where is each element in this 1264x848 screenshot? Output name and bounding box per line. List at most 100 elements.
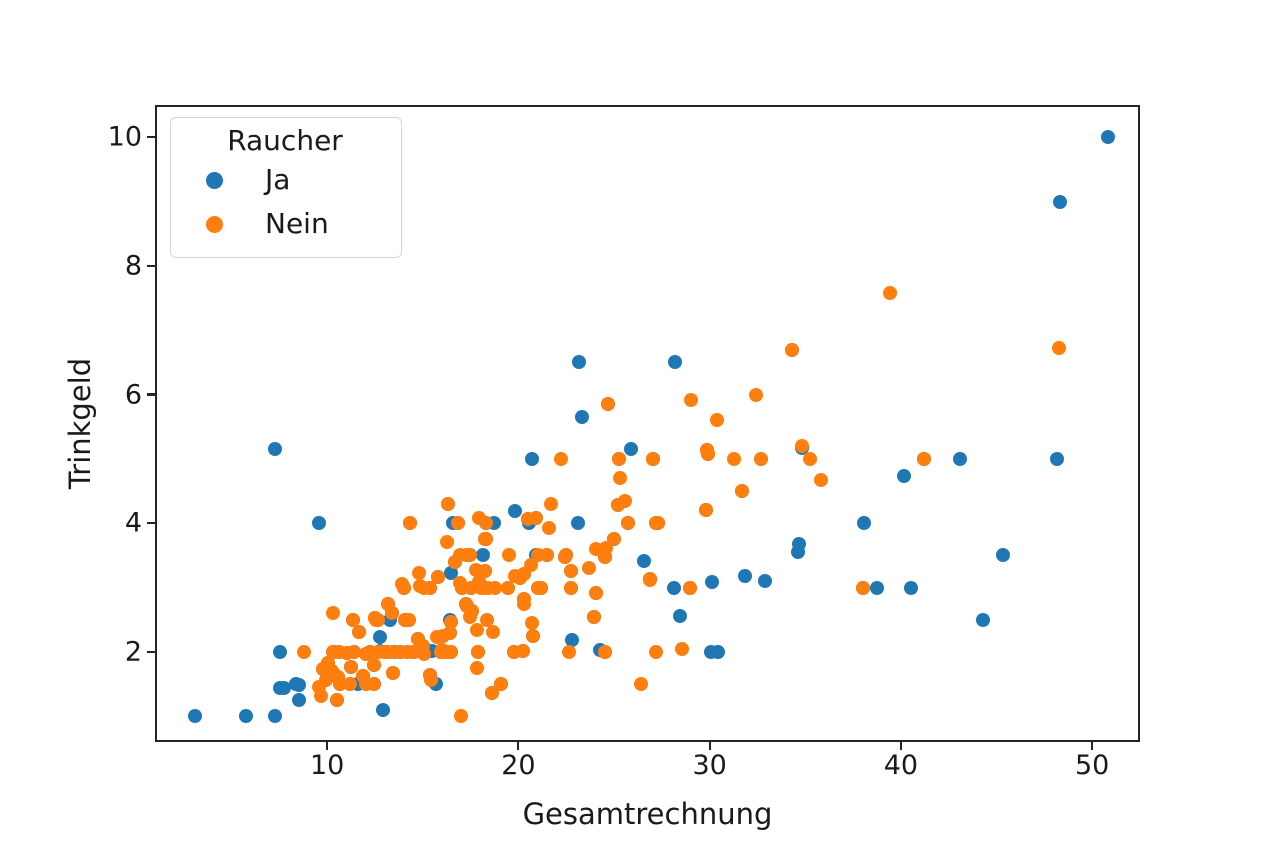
- data-point: [314, 688, 329, 703]
- x-axis-label: Gesamtrechnung: [522, 797, 773, 831]
- legend-item-ja[interactable]: Ja: [184, 158, 388, 202]
- data-point: [325, 606, 340, 621]
- legend-label-ja: Ja: [265, 163, 291, 197]
- data-point: [620, 516, 635, 531]
- x-tick-label: 40: [883, 750, 919, 781]
- data-point: [784, 342, 799, 357]
- data-point: [187, 709, 202, 724]
- data-point: [581, 560, 596, 575]
- data-point: [554, 451, 569, 466]
- data-point: [477, 531, 492, 546]
- data-point: [703, 644, 718, 659]
- data-point: [288, 677, 303, 692]
- data-point: [443, 625, 458, 640]
- data-point: [516, 591, 531, 606]
- data-point: [650, 516, 665, 531]
- data-point: [916, 451, 931, 466]
- data-point: [607, 532, 622, 547]
- data-point: [897, 469, 912, 484]
- data-point: [507, 644, 521, 659]
- data-point: [803, 451, 818, 466]
- y-axis-label: Trinkgeld: [63, 357, 97, 490]
- data-point: [540, 548, 555, 563]
- data-point: [557, 549, 572, 564]
- data-point: [485, 686, 500, 701]
- data-point: [450, 516, 465, 531]
- x-tick-mark: [899, 742, 902, 750]
- data-point: [564, 564, 578, 579]
- data-point: [342, 677, 357, 692]
- data-point: [501, 547, 516, 562]
- data-point: [705, 574, 720, 589]
- data-point: [384, 605, 399, 620]
- data-point: [512, 570, 527, 585]
- data-point: [646, 451, 661, 466]
- data-point: [996, 548, 1011, 563]
- data-point: [597, 549, 612, 564]
- y-tick-mark: [147, 393, 155, 396]
- data-point: [869, 580, 884, 595]
- data-point: [422, 668, 437, 683]
- y-tick-label: 2: [124, 636, 142, 668]
- data-point: [525, 629, 540, 644]
- data-point: [601, 397, 616, 412]
- data-point: [748, 387, 763, 402]
- plot-data-area: [155, 105, 1140, 742]
- data-point: [1050, 451, 1065, 466]
- data-point: [396, 580, 411, 595]
- data-point: [272, 644, 287, 659]
- x-tick-label: 50: [1074, 750, 1110, 781]
- data-point: [463, 580, 478, 595]
- data-point: [674, 641, 689, 656]
- data-point: [520, 512, 535, 527]
- data-point: [372, 630, 387, 645]
- data-point: [486, 624, 501, 639]
- data-point: [682, 580, 697, 595]
- y-tick-mark: [147, 650, 155, 653]
- data-point: [667, 355, 682, 370]
- data-point: [488, 580, 503, 595]
- y-tick-label: 6: [124, 379, 142, 411]
- y-tick-mark: [147, 522, 155, 525]
- data-point: [672, 608, 687, 623]
- data-point: [1052, 340, 1067, 355]
- data-point: [438, 644, 453, 659]
- data-point: [642, 571, 657, 586]
- data-point: [478, 516, 493, 531]
- legend: Raucher Ja Nein: [170, 117, 402, 259]
- data-point: [904, 580, 919, 595]
- data-point: [238, 709, 253, 724]
- data-point: [698, 503, 713, 518]
- data-point: [726, 451, 741, 466]
- data-point: [611, 497, 626, 512]
- data-point: [375, 702, 390, 717]
- data-point: [507, 504, 522, 518]
- legend-item-nein[interactable]: Nein: [184, 202, 388, 246]
- data-point: [575, 410, 590, 425]
- data-point: [791, 536, 806, 551]
- data-point: [267, 709, 282, 724]
- data-point: [443, 614, 458, 629]
- data-point: [345, 612, 360, 627]
- data-point: [453, 708, 468, 723]
- data-point: [367, 677, 382, 692]
- data-point: [699, 442, 714, 457]
- data-point: [624, 441, 639, 456]
- data-point: [572, 355, 587, 370]
- data-point: [276, 680, 291, 695]
- y-tick-mark: [147, 136, 155, 139]
- y-tick-mark: [147, 264, 155, 267]
- data-point: [794, 439, 809, 454]
- data-point: [366, 657, 381, 672]
- data-point: [478, 564, 493, 579]
- data-point: [1053, 194, 1068, 209]
- data-point: [634, 677, 648, 692]
- data-point: [267, 442, 282, 457]
- x-tick-mark: [326, 742, 329, 750]
- data-point: [524, 615, 539, 630]
- data-point: [476, 548, 490, 563]
- y-tick-label: 8: [124, 250, 142, 282]
- data-point: [589, 585, 604, 600]
- data-point: [355, 668, 370, 683]
- data-point: [738, 568, 753, 583]
